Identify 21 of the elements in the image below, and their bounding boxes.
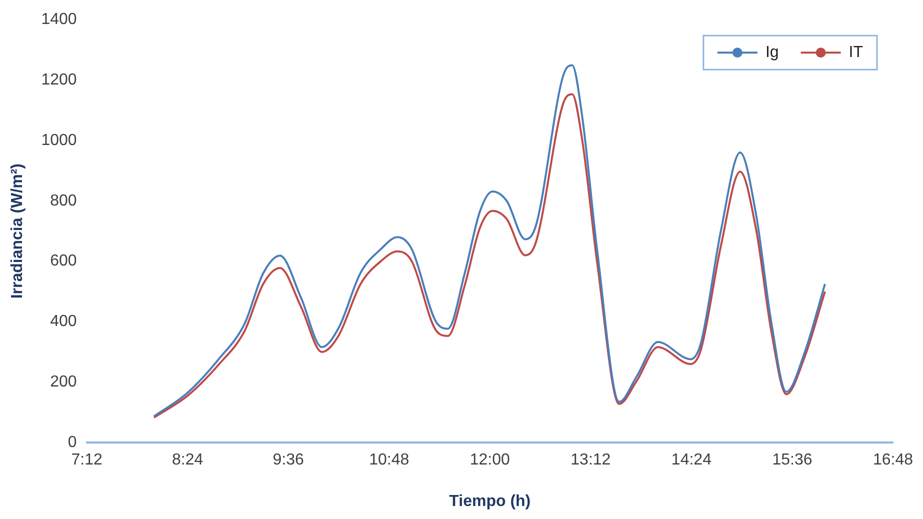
- x-tick-label: 12:00: [470, 452, 510, 469]
- x-tick-label: 13:12: [570, 452, 611, 469]
- legend-label: IT: [848, 44, 864, 62]
- x-tick-label: 14:24: [671, 452, 712, 469]
- y-tick-label: 1200: [41, 71, 77, 88]
- y-tick-label: 800: [50, 192, 77, 210]
- y-tick-label: 1400: [41, 11, 77, 28]
- x-tick-label: 8:24: [172, 452, 204, 469]
- x-tick-label: 9:36: [272, 452, 304, 469]
- y-tick-label: 600: [50, 252, 77, 270]
- legend-label: Ig: [765, 44, 779, 62]
- x-axis-title: Tiempo (h): [449, 492, 531, 510]
- y-tick-label: 1000: [41, 132, 77, 149]
- x-tick-label: 10:48: [369, 452, 410, 469]
- x-tick-label: 16:48: [872, 452, 914, 469]
- y-tick-label: 0: [68, 434, 77, 452]
- y-axis-title: Irradiancia (W/m²): [9, 164, 26, 299]
- y-tick-label: 400: [50, 313, 77, 330]
- x-tick-label: 15:36: [772, 452, 812, 469]
- x-tick-label: 7:12: [71, 452, 102, 469]
- y-tick-label: 200: [50, 374, 77, 391]
